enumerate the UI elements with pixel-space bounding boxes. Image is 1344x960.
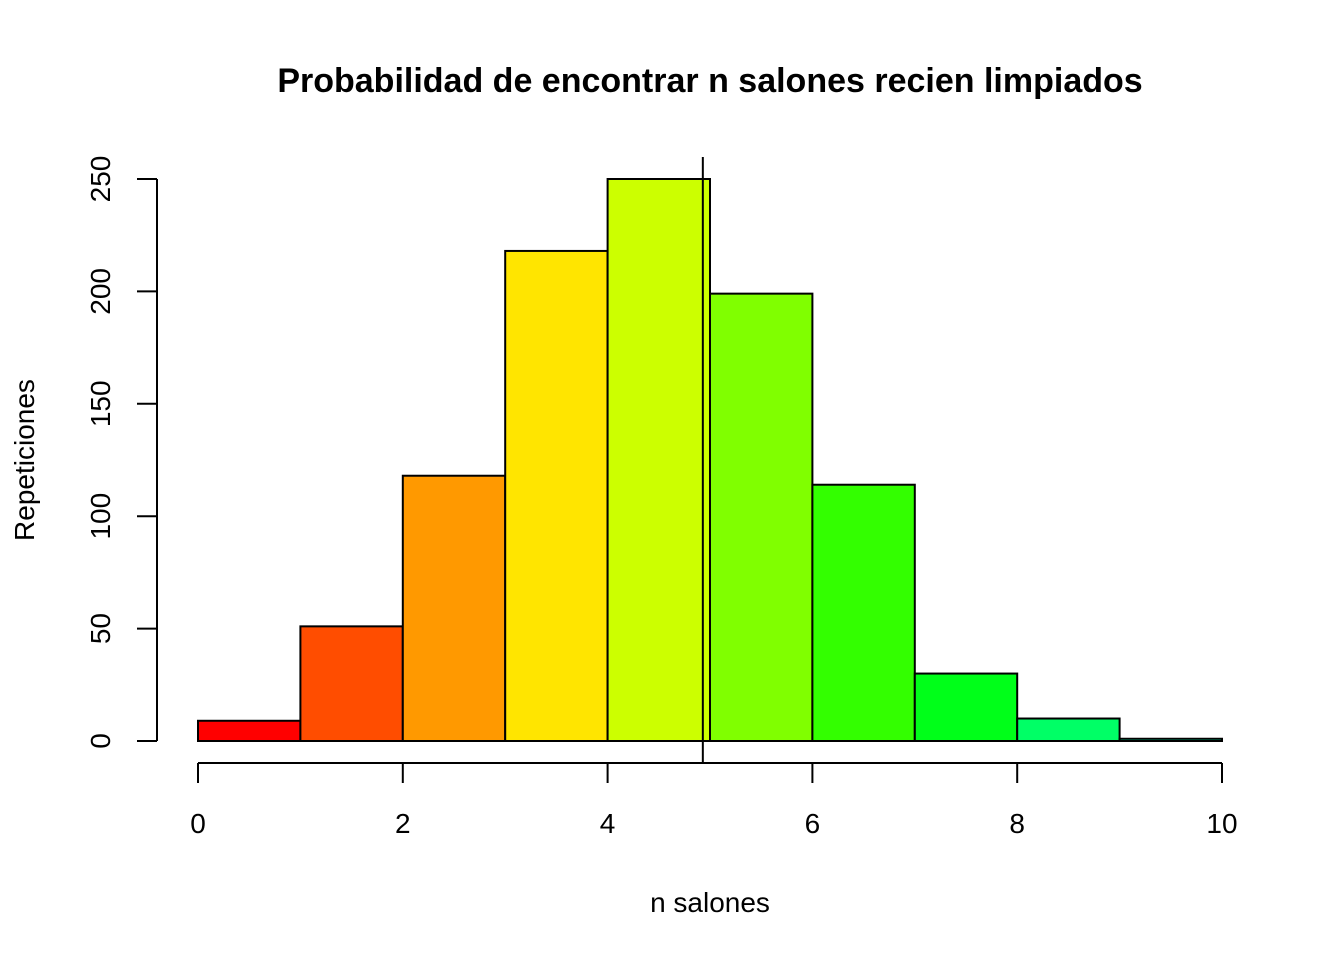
chart-title: Probabilidad de encontrar n salones reci… xyxy=(277,62,1142,100)
bar-6 xyxy=(811,483,916,742)
x-axis: 0 2 4 6 8 10 xyxy=(190,762,1238,839)
x-axis-label: n salones xyxy=(650,887,770,918)
x-tick-label-3: 6 xyxy=(805,808,821,839)
x-tick-label-0: 0 xyxy=(190,808,206,839)
bar-7 xyxy=(913,672,1019,742)
x-tick-label-4: 8 xyxy=(1009,808,1025,839)
x-tick-label-5: 10 xyxy=(1206,808,1237,839)
y-tick-label-5: 250 xyxy=(85,156,116,203)
y-tick-label-0: 0 xyxy=(85,733,116,749)
bar-3 xyxy=(504,249,609,742)
bar-1 xyxy=(299,625,404,742)
y-axis: 0 50 100 150 200 250 xyxy=(85,156,158,749)
bar-8 xyxy=(1016,717,1121,743)
bar-2 xyxy=(401,474,507,742)
bars-group xyxy=(197,178,1223,743)
y-tick-label-3: 150 xyxy=(85,380,116,427)
y-tick-label-4: 200 xyxy=(85,268,116,315)
y-axis-label: Repeticiones xyxy=(9,379,40,541)
x-tick-label-2: 4 xyxy=(600,808,616,839)
bar-4 xyxy=(606,178,711,742)
bar-5 xyxy=(709,292,814,742)
bar-9 xyxy=(1118,737,1223,743)
bar-0 xyxy=(197,719,302,743)
y-tick-label-1: 50 xyxy=(85,613,116,644)
x-tick-label-1: 2 xyxy=(395,808,411,839)
y-tick-label-2: 100 xyxy=(85,493,116,540)
